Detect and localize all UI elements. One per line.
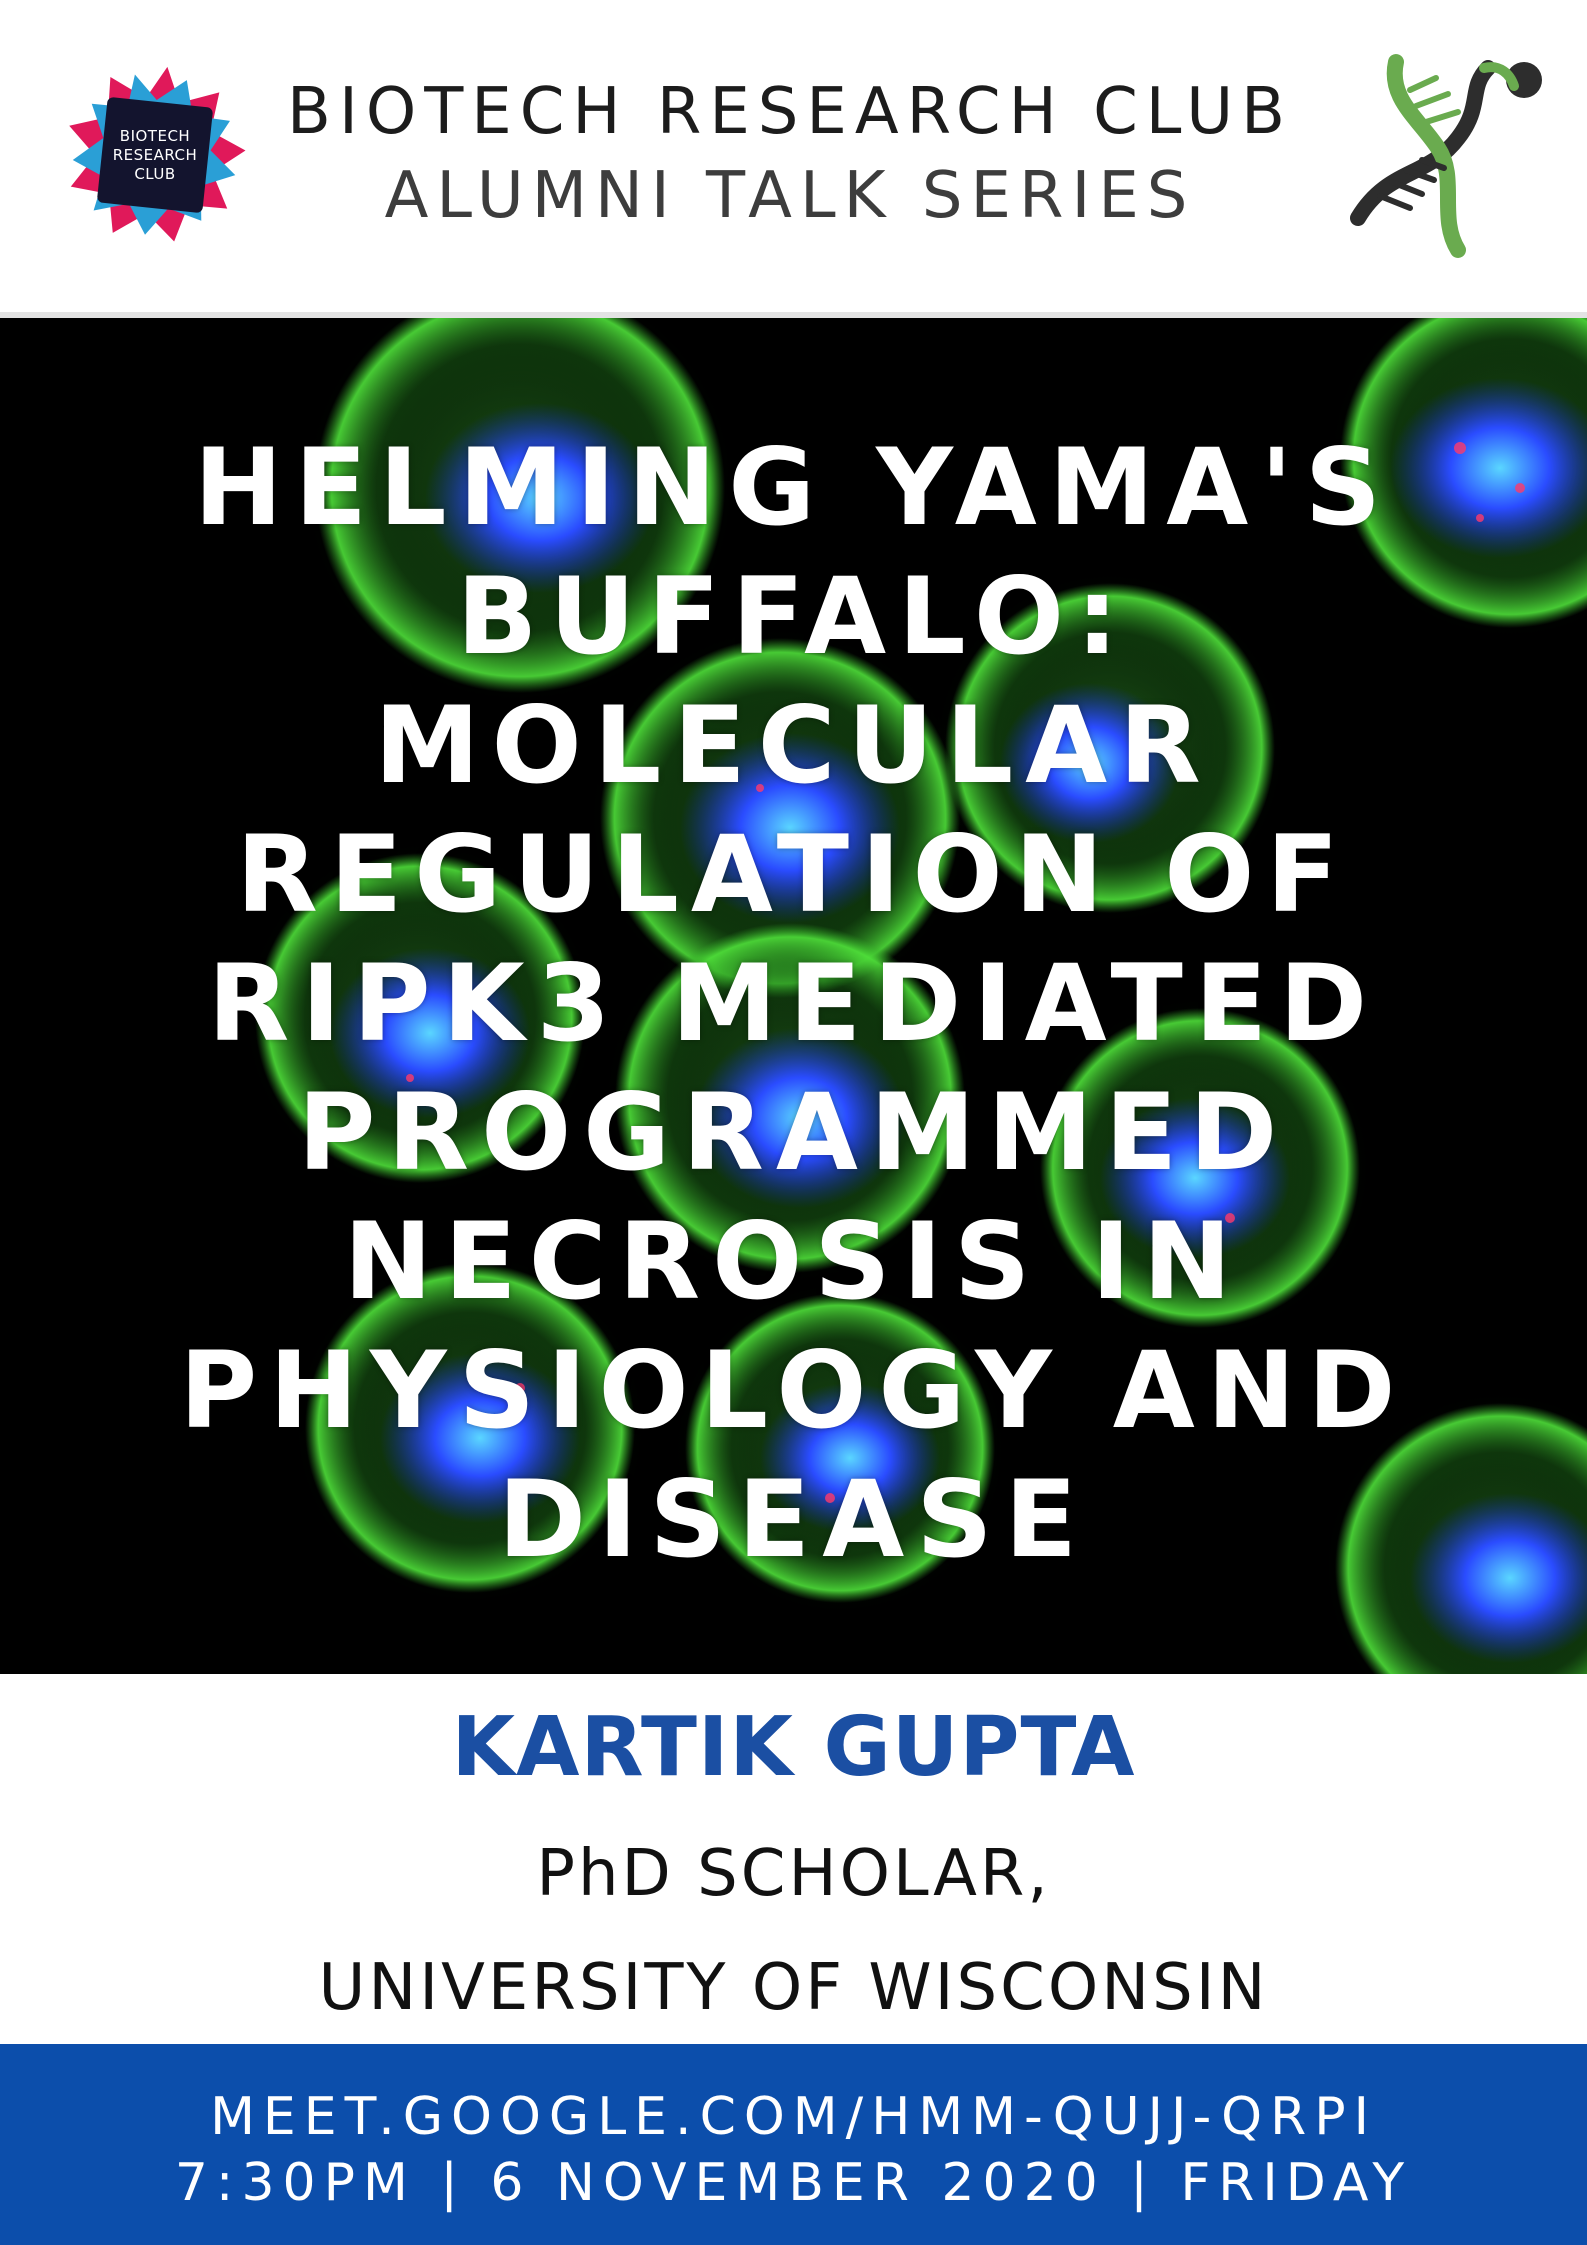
speaker-name: KARTIK GUPTA — [451, 1700, 1136, 1795]
talk-title-line: HELMING YAMA'S — [193, 426, 1394, 549]
dna-helix-logo — [1318, 28, 1558, 268]
header-divider — [0, 312, 1587, 318]
series-heading: BIOTECH RESEARCH CLUB ALUMNI TALK SERIES — [250, 70, 1330, 238]
talk-title-line: RIPK3 MEDIATED — [207, 942, 1380, 1065]
poster-header: BIOTECH RESEARCH CLUB BIOTECH RESEARCH C… — [0, 0, 1587, 312]
event-schedule: 7:30PM | 6 NOVEMBER 2020 | FRIDAY — [174, 2153, 1413, 2213]
talk-title-line: PROGRAMMED — [297, 1071, 1290, 1194]
club-name: BIOTECH RESEARCH CLUB — [287, 75, 1293, 149]
talk-title-line: BUFFALO: — [456, 555, 1131, 678]
meeting-link[interactable]: MEET.GOOGLE.COM/HMM-QUJJ-QRPI — [210, 2087, 1377, 2147]
speaker-section: KARTIK GUPTA PhD SCHOLAR, UNIVERSITY OF … — [0, 1674, 1587, 2044]
club-logo-word: CLUB — [134, 164, 176, 183]
talk-title-line: PHYSIOLOGY AND — [179, 1329, 1408, 1452]
club-logo-word: BIOTECH — [119, 126, 191, 145]
event-details-footer: MEET.GOOGLE.COM/HMM-QUJJ-QRPI 7:30PM | 6… — [0, 2044, 1587, 2245]
speaker-role: PhD SCHOLAR, — [536, 1837, 1051, 1911]
biotech-research-club-logo: BIOTECH RESEARCH CLUB — [62, 62, 248, 248]
club-logo-word: RESEARCH — [112, 145, 198, 164]
speaker-affiliation: UNIVERSITY OF WISCONSIN — [318, 1951, 1269, 2025]
series-name: ALUMNI TALK SERIES — [384, 159, 1196, 233]
hero-microscopy-panel: HELMING YAMA'S BUFFALO: MOLECULAR REGULA… — [0, 318, 1587, 1674]
talk-title: HELMING YAMA'S BUFFALO: MOLECULAR REGULA… — [60, 423, 1527, 1584]
cell-cluster — [245, 318, 1587, 1674]
fluorescent-cells-image — [245, 318, 1587, 1674]
talk-title-line: REGULATION OF — [236, 813, 1351, 936]
dna-person-icon — [1350, 54, 1542, 258]
talk-title-line: NECROSIS IN — [343, 1200, 1244, 1323]
talk-title-line: DISEASE — [498, 1458, 1089, 1581]
club-logo-text: BIOTECH RESEARCH CLUB — [62, 62, 248, 248]
starburst-logo-icon — [69, 66, 246, 242]
talk-title-line: MOLECULAR — [374, 684, 1213, 807]
